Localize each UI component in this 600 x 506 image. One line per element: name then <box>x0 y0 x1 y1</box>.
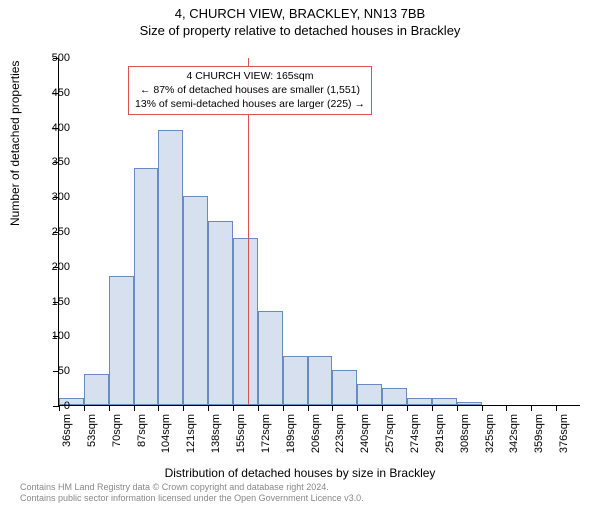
x-tick-label: 172sqm <box>260 414 272 464</box>
copyright: Contains HM Land Registry data © Crown c… <box>20 482 364 505</box>
x-tick <box>382 405 383 411</box>
x-tick-label: 53sqm <box>86 414 98 464</box>
y-tick-label: 150 <box>40 296 70 308</box>
annotation-line: ← 87% of detached houses are smaller (1,… <box>135 83 365 97</box>
histogram-bar <box>183 196 208 405</box>
y-tick-label: 0 <box>40 400 70 412</box>
x-tick-label: 359sqm <box>533 414 545 464</box>
x-tick <box>308 405 309 411</box>
histogram-bar <box>84 374 109 405</box>
histogram-bar <box>233 238 258 405</box>
y-tick-label: 500 <box>40 52 70 64</box>
x-tick <box>158 405 159 411</box>
y-tick-label: 100 <box>40 330 70 342</box>
y-tick-label: 400 <box>40 122 70 134</box>
x-tick-label: 325sqm <box>484 414 496 464</box>
x-tick <box>556 405 557 411</box>
histogram-bar <box>283 356 308 405</box>
x-tick <box>283 405 284 411</box>
x-tick <box>109 405 110 411</box>
x-tick <box>233 405 234 411</box>
annotation-box: 4 CHURCH VIEW: 165sqm← 87% of detached h… <box>128 66 372 115</box>
histogram-bar <box>109 276 134 405</box>
histogram-bar <box>357 384 382 405</box>
y-tick-label: 50 <box>40 365 70 377</box>
x-tick-label: 121sqm <box>185 414 197 464</box>
x-tick-label: 87sqm <box>136 414 148 464</box>
annotation-line: 4 CHURCH VIEW: 165sqm <box>135 69 365 83</box>
title-sub: Size of property relative to detached ho… <box>0 23 600 38</box>
x-tick-label: 206sqm <box>310 414 322 464</box>
y-tick-label: 450 <box>40 87 70 99</box>
x-tick <box>432 405 433 411</box>
y-tick-label: 250 <box>40 226 70 238</box>
x-tick-label: 291sqm <box>434 414 446 464</box>
x-tick-label: 308sqm <box>459 414 471 464</box>
copyright-line1: Contains HM Land Registry data © Crown c… <box>20 482 364 493</box>
x-tick-label: 138sqm <box>210 414 222 464</box>
x-tick-label: 257sqm <box>384 414 396 464</box>
x-tick-label: 36sqm <box>61 414 73 464</box>
histogram-bar <box>432 398 457 405</box>
x-tick-label: 70sqm <box>111 414 123 464</box>
chart-area: 36sqm53sqm70sqm87sqm104sqm121sqm138sqm15… <box>58 58 580 406</box>
x-tick <box>482 405 483 411</box>
histogram-bar <box>308 356 333 405</box>
chart-container: 4, CHURCH VIEW, BRACKLEY, NN13 7BB Size … <box>0 6 600 506</box>
x-tick <box>258 405 259 411</box>
x-tick-label: 376sqm <box>558 414 570 464</box>
x-tick <box>134 405 135 411</box>
histogram-bar <box>382 388 407 405</box>
x-tick <box>84 405 85 411</box>
x-tick-label: 342sqm <box>508 414 520 464</box>
x-tick <box>531 405 532 411</box>
histogram-bar <box>457 402 482 405</box>
histogram-bar <box>208 221 233 405</box>
x-tick-label: 155sqm <box>235 414 247 464</box>
x-tick <box>208 405 209 411</box>
x-tick-label: 274sqm <box>409 414 421 464</box>
histogram-bar <box>158 130 183 405</box>
x-tick-label: 189sqm <box>285 414 297 464</box>
title-main: 4, CHURCH VIEW, BRACKLEY, NN13 7BB <box>0 6 600 21</box>
x-tick <box>506 405 507 411</box>
copyright-line2: Contains public sector information licen… <box>20 493 364 504</box>
y-tick-label: 300 <box>40 191 70 203</box>
x-tick-label: 240sqm <box>359 414 371 464</box>
x-tick <box>457 405 458 411</box>
x-tick <box>332 405 333 411</box>
histogram-bar <box>407 398 432 405</box>
histogram-bar <box>332 370 357 405</box>
x-axis-title: Distribution of detached houses by size … <box>0 466 600 480</box>
annotation-line: 13% of semi-detached houses are larger (… <box>135 97 365 111</box>
y-axis-title: Number of detached properties <box>8 61 22 226</box>
x-tick-label: 223sqm <box>334 414 346 464</box>
x-tick-label: 104sqm <box>160 414 172 464</box>
y-tick-label: 350 <box>40 156 70 168</box>
histogram-bar <box>134 168 159 405</box>
histogram-bar <box>258 311 283 405</box>
y-tick-label: 200 <box>40 261 70 273</box>
x-tick <box>357 405 358 411</box>
x-tick <box>407 405 408 411</box>
x-tick <box>183 405 184 411</box>
